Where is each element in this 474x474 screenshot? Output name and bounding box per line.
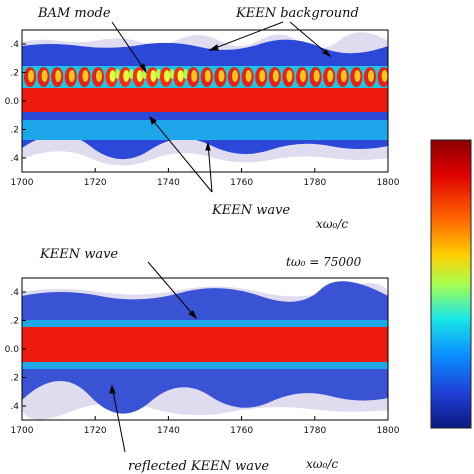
top-annot-keen-wave: KEEN wave	[211, 203, 290, 218]
bam-lobe-core	[327, 70, 334, 82]
bottom-annot-reflected: reflected KEEN wave	[128, 459, 269, 474]
x-tick-label: 1700	[11, 178, 34, 188]
top-cyan-band	[22, 120, 388, 140]
bam-lobe-core	[150, 70, 157, 82]
bam-lobe-core	[232, 70, 238, 82]
bam-lobe-core	[313, 70, 320, 82]
top-annot-keen-bg: KEEN background	[235, 6, 359, 21]
bam-lobe-core	[368, 70, 374, 82]
bam-lobe-core	[272, 70, 279, 82]
bam-lobe-core	[164, 70, 170, 82]
bottom-cyan-strip-lower	[22, 362, 388, 369]
bam-lobe-core	[300, 70, 306, 82]
bam-lobe-core	[204, 70, 211, 82]
y-tick-label: .4	[10, 154, 19, 164]
top-arrows	[111, 21, 332, 193]
bam-lobe-hot	[155, 69, 161, 79]
x-tick-label: 1800	[377, 426, 400, 436]
bam-lobe-core	[136, 70, 143, 82]
bottom-blue-band-lower	[22, 358, 388, 414]
bam-lobe-core	[68, 70, 75, 82]
bam-lobe-core	[245, 70, 252, 82]
bam-lobe-core	[354, 70, 361, 82]
bottom-heatmap	[22, 278, 388, 420]
top-bam-oscillations	[22, 66, 388, 88]
x-tick-label: 1780	[303, 178, 326, 188]
bam-lobe-core	[41, 70, 48, 82]
y-tick-label: .4	[10, 402, 19, 412]
bam-lobe-core	[286, 70, 293, 82]
bam-lobe-hot	[115, 69, 121, 79]
bam-lobe-core	[381, 70, 388, 82]
bam-lobe-core	[177, 70, 184, 82]
bam-lobe-hot	[128, 69, 134, 79]
x-tick-label: 1720	[84, 178, 107, 188]
bam-lobe-core	[218, 70, 225, 82]
bam-lobe-core	[123, 70, 130, 82]
bam-lobe-core	[28, 70, 34, 82]
x-tick-label: 1720	[84, 426, 107, 436]
bam-lobe-core	[340, 70, 347, 82]
top-xlabel: xω₀/c	[316, 217, 348, 231]
x-tick-label: 1700	[11, 426, 34, 436]
x-tick-label: 1740	[157, 178, 180, 188]
bam-lobe-core	[259, 70, 266, 82]
x-tick-label: 1740	[157, 426, 180, 436]
y-tick-label: .2	[10, 126, 19, 136]
bam-lobe-hot	[183, 69, 189, 79]
bam-lobe-core	[191, 70, 198, 82]
colorbar	[430, 139, 472, 429]
bottom-blue-band-upper	[22, 281, 388, 326]
bam-lobe-core	[82, 70, 89, 82]
top-heatmap	[22, 30, 388, 172]
y-tick-label: 0.0	[5, 97, 20, 107]
x-tick-label: 1780	[303, 426, 326, 436]
y-tick-label: 0.0	[5, 345, 20, 355]
top-core	[22, 86, 388, 112]
x-tick-label: 1760	[230, 426, 253, 436]
top-panel: .4 .2 0.0 .2 .4 1700 1720 1740 1760 1780 1800 BAM…	[5, 6, 400, 231]
bam-lobe-hot	[169, 69, 175, 79]
bottom-cyan-strip-upper	[22, 320, 388, 327]
bottom-xlabel: xω₀/c	[306, 457, 338, 471]
x-tick-label: 1800	[377, 178, 400, 188]
bam-lobe-core	[96, 70, 102, 82]
bam-lobe-core	[109, 70, 116, 82]
bottom-arrows	[109, 261, 198, 453]
top-blue-band-upper	[22, 39, 388, 68]
bottom-time-label: tω₀ = 75000	[286, 255, 362, 269]
bottom-panel: .4 .2 0.0 .2 .4 1700 1720 1740 1760 1780 1800 KEE…	[5, 247, 400, 474]
top-annot-bam: BAM mode	[37, 6, 111, 21]
y-tick-label: .2	[10, 317, 19, 327]
bam-lobe-core	[55, 70, 62, 82]
y-tick-label: .2	[10, 374, 19, 384]
y-tick-label: .2	[10, 69, 19, 79]
bottom-core	[22, 327, 388, 362]
y-tick-label: .4	[10, 288, 19, 298]
bottom-annot-keen-wave: KEEN wave	[39, 247, 118, 262]
x-tick-label: 1760	[230, 178, 253, 188]
y-tick-label: .4	[10, 40, 19, 50]
